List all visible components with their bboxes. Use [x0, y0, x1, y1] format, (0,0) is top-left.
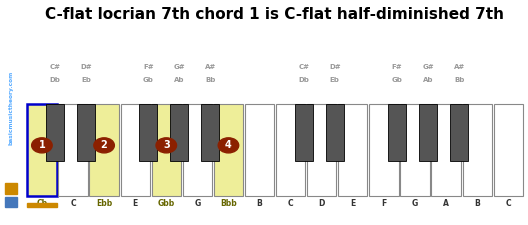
Text: D#: D#	[80, 64, 92, 70]
Text: Ab: Ab	[174, 77, 185, 83]
Text: Gb: Gb	[392, 77, 402, 83]
Text: E: E	[133, 199, 138, 208]
Text: F: F	[381, 199, 386, 208]
Text: G#: G#	[422, 64, 434, 70]
Text: C-flat locrian 7th chord 1 is C-flat half-diminished 7th: C-flat locrian 7th chord 1 is C-flat hal…	[45, 7, 504, 22]
Text: G: G	[194, 199, 201, 208]
Text: basicmusictheory.com: basicmusictheory.com	[8, 71, 14, 145]
Text: Cb: Cb	[36, 199, 48, 208]
Bar	[326, 104, 344, 161]
Bar	[450, 104, 468, 161]
Text: F#: F#	[392, 64, 402, 70]
Text: C#: C#	[50, 64, 61, 70]
Bar	[307, 104, 336, 196]
Bar	[494, 104, 523, 196]
Bar	[77, 104, 95, 161]
Bar	[245, 104, 274, 196]
Text: 2: 2	[101, 140, 108, 150]
Text: C#: C#	[298, 64, 309, 70]
Bar	[27, 203, 56, 207]
Text: 1: 1	[39, 140, 45, 150]
Bar	[89, 104, 119, 196]
Bar	[214, 104, 243, 196]
Bar	[120, 104, 150, 196]
Bar	[400, 104, 430, 196]
Text: B: B	[257, 199, 262, 208]
Bar	[27, 104, 56, 196]
Text: B: B	[474, 199, 480, 208]
Bar	[338, 104, 367, 196]
Text: A#: A#	[205, 64, 216, 70]
Bar	[171, 104, 188, 161]
Bar	[5, 183, 17, 194]
Bar	[5, 197, 17, 207]
Text: Db: Db	[50, 77, 60, 83]
Text: Eb: Eb	[330, 77, 340, 83]
Bar	[46, 104, 64, 161]
Bar	[431, 104, 461, 196]
Bar	[59, 104, 88, 196]
Text: C: C	[288, 199, 294, 208]
Circle shape	[218, 138, 239, 153]
Text: C: C	[505, 199, 511, 208]
Bar	[388, 104, 406, 161]
Bar	[201, 104, 220, 161]
Text: Gbb: Gbb	[158, 199, 175, 208]
Circle shape	[156, 138, 176, 153]
Text: Ab: Ab	[423, 77, 433, 83]
Text: A: A	[443, 199, 449, 208]
Text: A#: A#	[454, 64, 465, 70]
Bar	[463, 104, 492, 196]
Text: Eb: Eb	[81, 77, 91, 83]
Text: Bb: Bb	[454, 77, 464, 83]
Text: Ebb: Ebb	[96, 199, 112, 208]
Bar	[139, 104, 157, 161]
Text: C: C	[70, 199, 76, 208]
Bar	[369, 104, 399, 196]
Text: Bbb: Bbb	[220, 199, 237, 208]
Circle shape	[32, 138, 52, 153]
Text: 4: 4	[225, 140, 232, 150]
Text: Db: Db	[298, 77, 309, 83]
Text: 3: 3	[163, 140, 169, 150]
Bar	[152, 104, 181, 196]
Circle shape	[94, 138, 115, 153]
Text: Bb: Bb	[205, 77, 215, 83]
Text: E: E	[350, 199, 355, 208]
Text: Gb: Gb	[143, 77, 154, 83]
Bar	[295, 104, 313, 161]
Text: D: D	[318, 199, 325, 208]
Bar	[183, 104, 212, 196]
Bar	[419, 104, 437, 161]
Text: G#: G#	[174, 64, 185, 70]
Text: G: G	[412, 199, 418, 208]
Bar	[276, 104, 305, 196]
Text: F#: F#	[143, 64, 154, 70]
Text: D#: D#	[329, 64, 341, 70]
